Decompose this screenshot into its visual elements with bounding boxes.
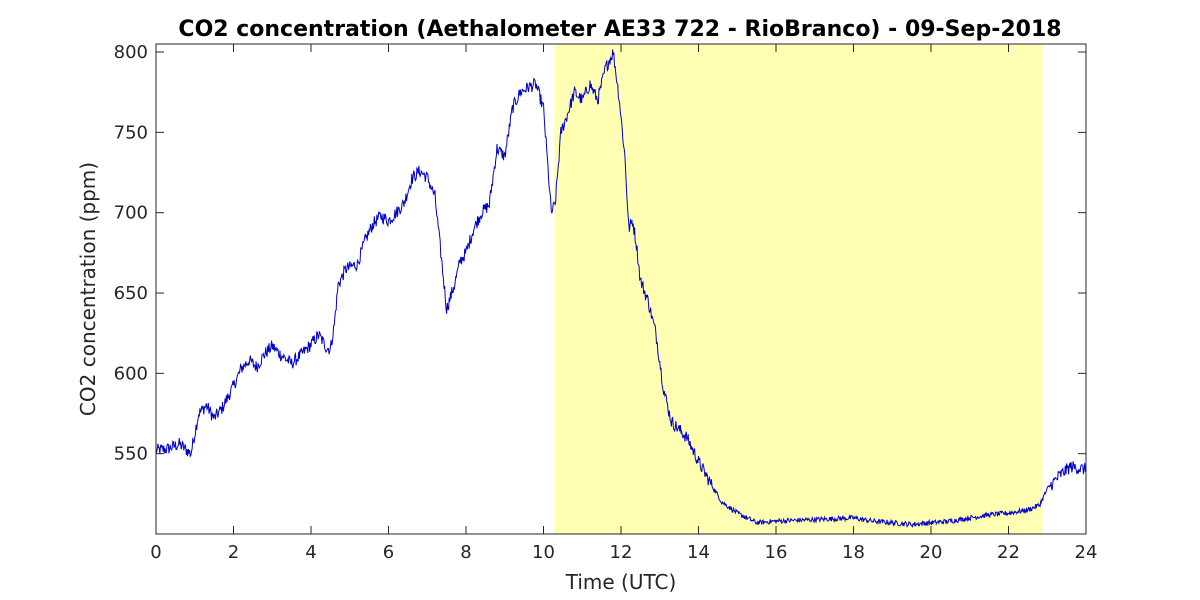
x-tick-label: 6: [383, 542, 394, 563]
x-tick-label: 22: [997, 542, 1020, 563]
y-tick-label: 650: [114, 283, 148, 304]
x-tick-label: 10: [532, 542, 555, 563]
x-tick-label: 20: [920, 542, 943, 563]
y-axis-label: CO2 concentration (ppm): [76, 162, 100, 416]
x-tick-label: 16: [765, 542, 788, 563]
co2-series-line: [155, 49, 1087, 529]
y-tick-label: 750: [114, 122, 148, 143]
y-tick-label: 550: [114, 444, 148, 465]
x-tick-label: 12: [610, 542, 633, 563]
y-tick-label: 600: [114, 363, 148, 384]
x-tick-label: 24: [1075, 542, 1098, 563]
x-tick-label: 0: [150, 542, 161, 563]
x-tick-label: 8: [460, 542, 471, 563]
chart-title: CO2 concentration (Aethalometer AE33 722…: [178, 17, 1061, 42]
x-tick-label: 18: [842, 542, 865, 563]
x-tick-label: 2: [228, 542, 239, 563]
y-tick-label: 800: [114, 42, 148, 63]
x-tick-label: 4: [305, 542, 316, 563]
x-axis-label: Time (UTC): [565, 570, 677, 594]
y-tick-label: 700: [114, 203, 148, 224]
daytime-highlight-band: [554, 44, 1043, 534]
x-tick-label: 14: [687, 542, 710, 563]
